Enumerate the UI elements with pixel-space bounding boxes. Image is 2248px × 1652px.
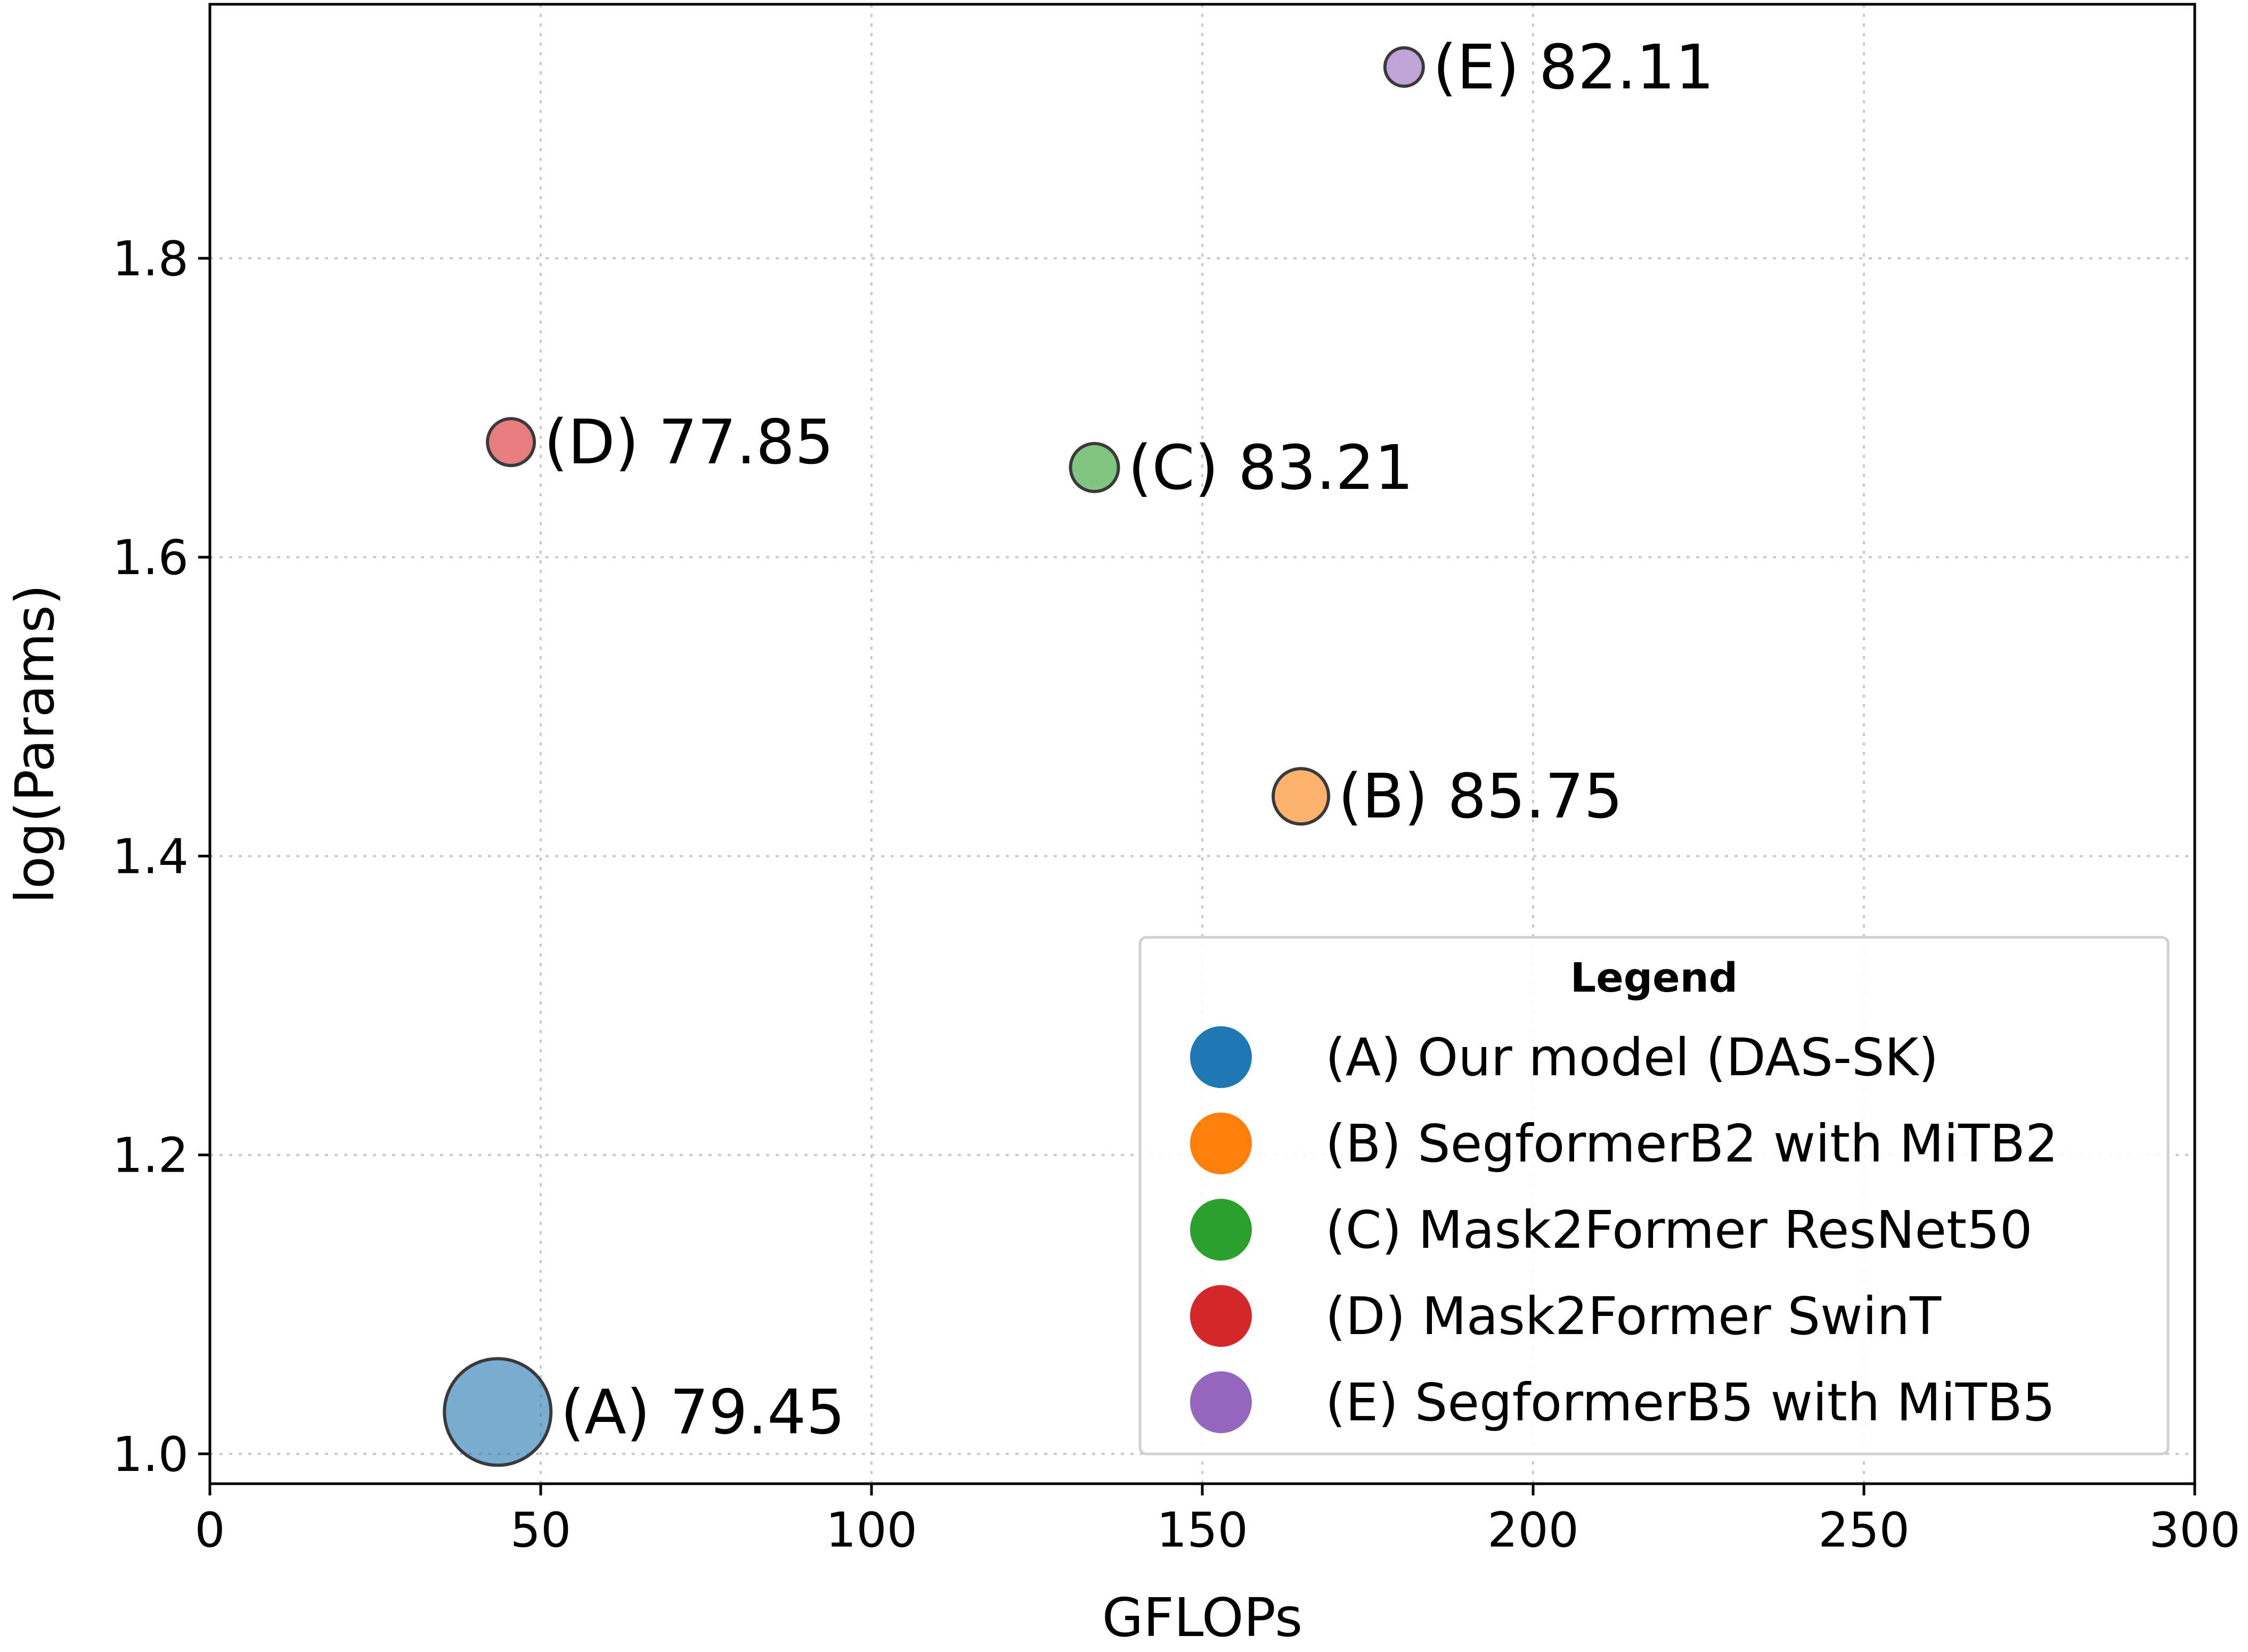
- point-b: [1272, 767, 1331, 826]
- legend: Legend (A) Our model (DAS-SK) (B) Segform…: [1138, 936, 2170, 1455]
- point-c: [1069, 441, 1120, 493]
- x-tick-label: 150: [1156, 1502, 1248, 1558]
- legend-label-a: (A) Our model (DAS-SK): [1325, 1027, 1939, 1087]
- point-e: [1383, 46, 1425, 88]
- x-tick-label: 250: [1818, 1502, 1910, 1558]
- y-tick-label: 1.8: [112, 231, 189, 287]
- y-tick-label: 1.4: [112, 829, 189, 885]
- x-tick-label: 100: [826, 1502, 917, 1558]
- point-a: [443, 1357, 553, 1467]
- legend-label-c: (C) Mask2Former ResNet50: [1325, 1200, 2033, 1260]
- legend-marker-a: [1190, 1026, 1252, 1088]
- point-label-b: (B) 85.75: [1338, 761, 1623, 832]
- legend-marker-b: [1190, 1113, 1252, 1174]
- legend-box: [1138, 936, 2170, 1455]
- legend-marker-c: [1190, 1199, 1252, 1261]
- axis-ticks: 0 50 100 150 200 250 300 1.0 1.2 1.4 1.6 1.8: [112, 231, 2241, 1558]
- legend-label-b: (B) SegformerB2 with MiTB2: [1325, 1114, 2058, 1174]
- x-axis-title: GFLOPs: [1102, 1586, 1303, 1649]
- x-tick-label: 0: [194, 1502, 225, 1558]
- x-tick-label: 200: [1487, 1502, 1579, 1558]
- legend-items: (A) Our model (DAS-SK) (B) SegformerB2 wi…: [1190, 1026, 2058, 1433]
- y-tick-label: 1.2: [112, 1128, 189, 1184]
- legend-title: Legend: [1570, 954, 1738, 1001]
- x-tick-label: 300: [2149, 1502, 2241, 1558]
- y-axis-title: log(Params): [4, 584, 66, 903]
- point-label-c: (C) 83.21: [1128, 432, 1414, 504]
- point-label-e: (E) 82.11: [1433, 32, 1714, 103]
- legend-label-d: (D) Mask2Former SwinT: [1325, 1286, 1942, 1346]
- point-d: [486, 417, 536, 468]
- point-label-d: (D) 77.85: [544, 407, 834, 478]
- y-tick-label: 1.0: [112, 1427, 189, 1483]
- point-labels: (A) 79.45 (B) 85.75 (C) 83.21 (D) 77.85 (E) …: [544, 32, 1714, 1448]
- legend-marker-e: [1190, 1371, 1252, 1433]
- x-tick-label: 50: [510, 1502, 572, 1558]
- legend-marker-d: [1190, 1285, 1252, 1347]
- point-label-a: (A) 79.45: [560, 1377, 845, 1448]
- legend-label-e: (E) SegformerB5 with MiTB5: [1325, 1372, 2055, 1433]
- data-points: [443, 46, 1425, 1467]
- y-tick-label: 1.6: [112, 530, 189, 586]
- plot-frame: [208, 3, 2196, 1485]
